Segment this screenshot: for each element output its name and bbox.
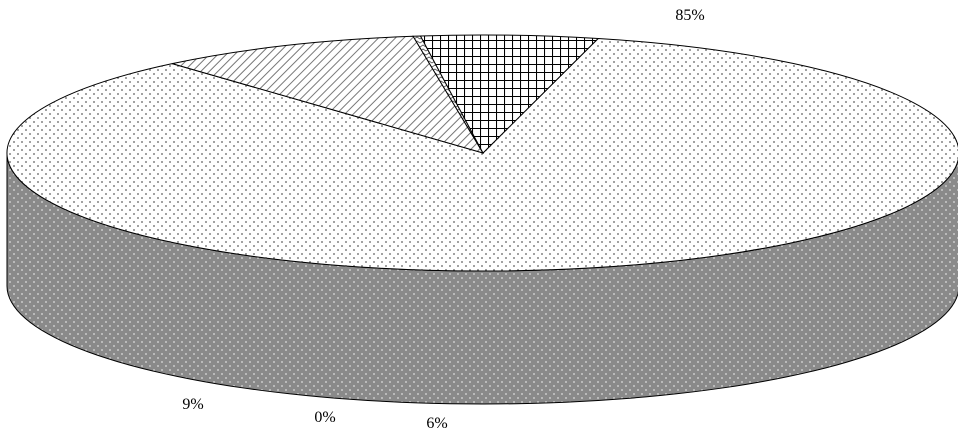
pie-slice-2 [172,35,485,154]
pie-top-faces [6,34,958,272]
pie-data-labels: 85% 9% 0% 6% [182,7,704,432]
pie-data-label-3: 0% [314,409,335,426]
pie-slice-4 [419,34,600,154]
pie-data-label-1: 85% [675,7,704,24]
pie-data-label-2: 9% [182,396,203,413]
pie-data-label-4: 6% [426,415,447,432]
pie-slice-1 [6,37,958,272]
